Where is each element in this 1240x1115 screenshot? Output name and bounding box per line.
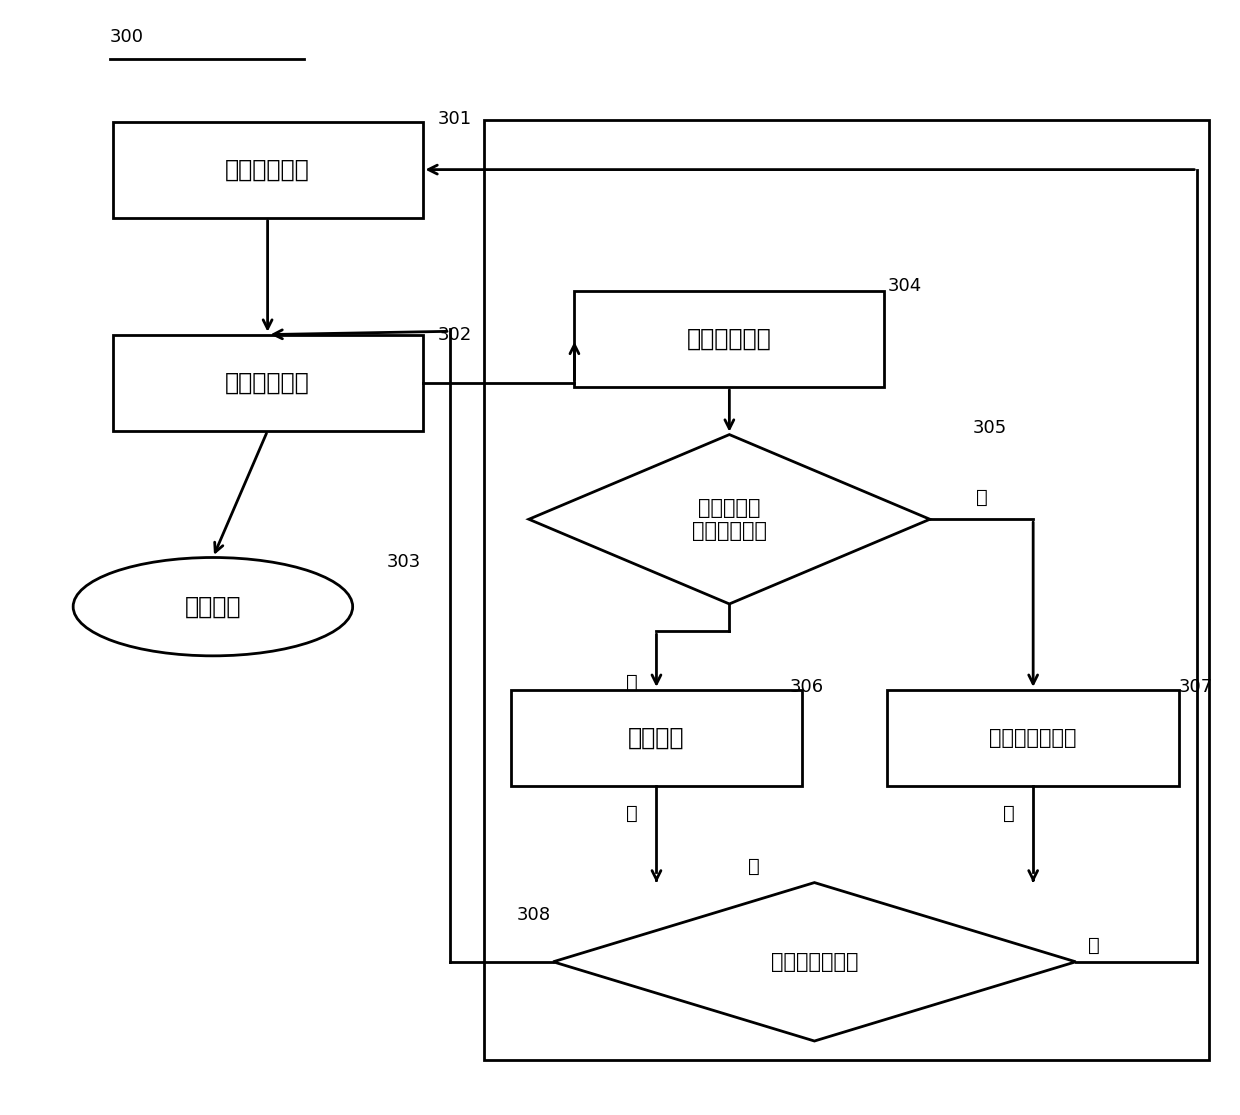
Bar (888, 690, 1179, 786)
Text: 300: 300 (109, 28, 144, 46)
Bar (113, 334, 423, 430)
Text: 否: 否 (1003, 804, 1014, 823)
Text: 停止命令启动: 停止命令启动 (226, 157, 310, 182)
Polygon shape (528, 435, 930, 604)
Text: 308: 308 (517, 905, 551, 923)
Text: 结束循环: 结束循环 (185, 594, 241, 619)
Bar (484, 120, 1209, 1060)
Text: 307: 307 (1179, 678, 1213, 696)
Text: 是: 是 (1087, 935, 1100, 954)
Text: 是: 是 (626, 672, 639, 691)
Bar (574, 291, 884, 387)
Text: 306: 306 (790, 678, 825, 696)
Bar (113, 122, 423, 217)
Ellipse shape (73, 558, 352, 656)
Text: 所有动作关闭: 所有动作关闭 (226, 370, 310, 395)
Polygon shape (553, 883, 1075, 1041)
Text: 302: 302 (438, 327, 472, 345)
Text: 301: 301 (438, 110, 472, 128)
Text: 303: 303 (387, 553, 420, 571)
Text: 是循环启动
否进排气启动: 是循环启动 否进排气启动 (692, 497, 766, 541)
Text: 否: 否 (976, 488, 987, 507)
Bar (511, 690, 802, 786)
Text: 305: 305 (972, 419, 1007, 437)
Text: 进排气循环启动: 进排气循环启动 (990, 728, 1076, 748)
Text: 循环启动: 循环启动 (629, 726, 684, 749)
Text: 否: 否 (748, 856, 760, 875)
Text: 否: 否 (626, 804, 639, 823)
Text: 是否有停止命令: 是否有停止命令 (771, 952, 858, 972)
Text: 启动循环命令: 启动循环命令 (687, 327, 771, 351)
Text: 304: 304 (888, 278, 921, 295)
